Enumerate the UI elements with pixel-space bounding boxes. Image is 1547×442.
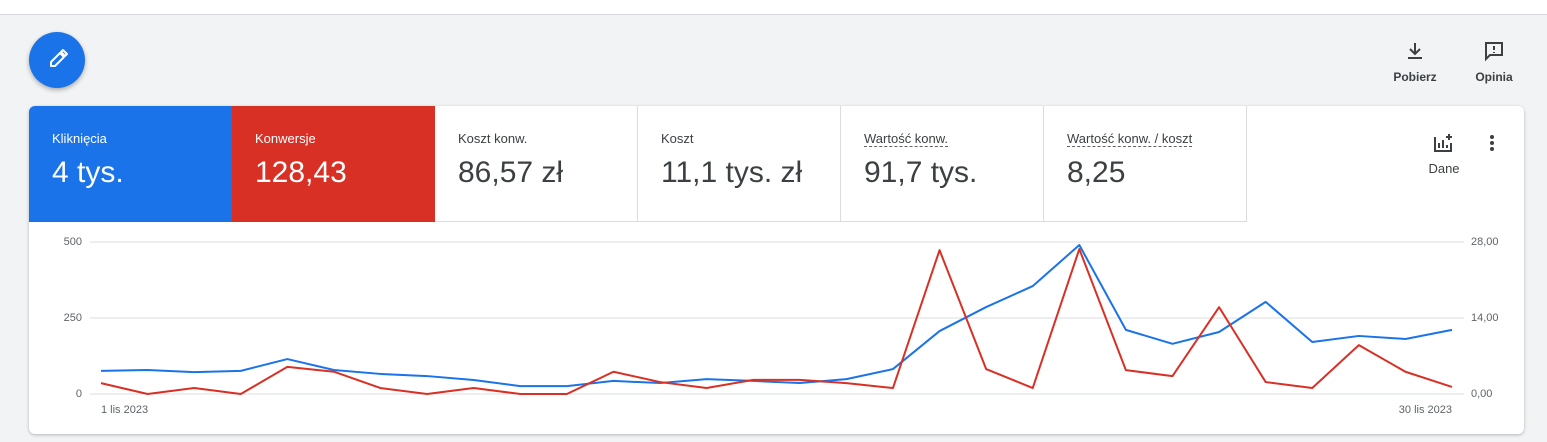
- scorecard-value: 91,7 tys.: [864, 156, 978, 189]
- scorecard: Wartość konw. 91,7 tys.: [841, 106, 1044, 222]
- x-tick-label: 1 lis 2023: [101, 404, 148, 416]
- y2-tick-label: 14,00: [1471, 312, 1499, 324]
- scorecard-value: 8,25: [1067, 156, 1126, 189]
- scorecard-value: 11,1 tys. zł: [661, 156, 803, 189]
- action-label: Pobierz: [1393, 70, 1437, 84]
- y-tick-label: 500: [64, 236, 82, 248]
- y2-tick-label: 28,00: [1471, 236, 1499, 248]
- scorecard-label: Konwersje: [255, 131, 316, 146]
- edit-button[interactable]: [29, 32, 85, 88]
- scorecard-label: Kliknięcia: [52, 131, 107, 146]
- y-tick-label: 250: [64, 312, 82, 324]
- series-line: [100, 248, 1453, 395]
- scorecard-value: 86,57 zł: [458, 156, 564, 189]
- chart: 0 250 500 0,00 14,00 28,00 1 lis 2023 30 lis 20…: [64, 236, 1499, 416]
- more-icon[interactable]: [1484, 134, 1500, 152]
- action-label: Opinia: [1475, 70, 1513, 84]
- feedback-icon: [1485, 42, 1503, 62]
- scorecard-value: 128,43: [255, 156, 347, 189]
- scorecard: Wartość konw. / koszt 8,25: [1044, 106, 1247, 222]
- scorecard-value: 4 tys.: [52, 156, 124, 189]
- scorecard-label: Koszt konw.: [458, 131, 528, 146]
- scorecard-label: Koszt: [661, 131, 694, 146]
- scorecard: Koszt konw. 86,57 zł: [435, 106, 638, 222]
- y-tick-label: 0: [76, 388, 82, 400]
- data-label: Dane: [1428, 161, 1460, 176]
- y2-tick-label: 0,00: [1471, 388, 1492, 400]
- download-icon: [1408, 43, 1422, 59]
- scorecard: Konwersje 128,43: [232, 106, 435, 222]
- chart-card: Kliknięcia 4 tys. Konwersje 128,43 Koszt kon…: [29, 106, 1524, 434]
- chart-add-icon: [1434, 134, 1452, 152]
- top-bar: [0, 0, 1547, 15]
- feedback-action[interactable]: Opinia: [1464, 40, 1524, 84]
- pencil-icon: [50, 49, 68, 67]
- series-line: [100, 244, 1453, 388]
- scorecard: Koszt 11,1 tys. zł: [638, 106, 841, 222]
- x-tick-label: 30 lis 2023: [1399, 404, 1452, 416]
- scorecard: Kliknięcia 4 tys.: [29, 106, 232, 222]
- scorecard-label: Wartość konw. / koszt: [1067, 131, 1193, 147]
- data-button[interactable]: Dane: [1414, 132, 1474, 176]
- download-action[interactable]: Pobierz: [1385, 40, 1445, 84]
- scorecard-label: Wartość konw.: [864, 131, 949, 147]
